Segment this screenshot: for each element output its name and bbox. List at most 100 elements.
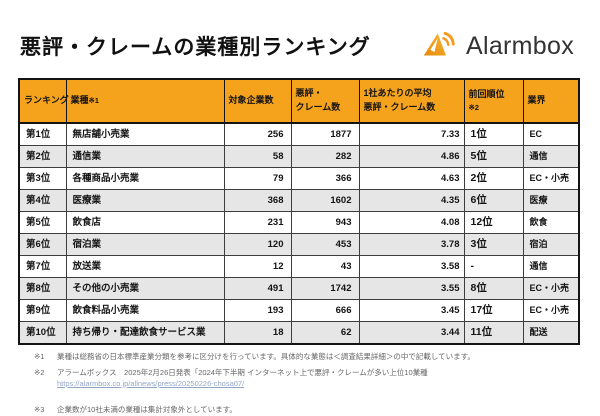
footnotes: ※1 業種は総務省の日本標準産業分類を参考に区分けを行っています。具体的な業態は…: [34, 352, 574, 415]
table-row: 第1位 無店舗小売業 256 1877 7.33 1位 EC: [18, 122, 580, 146]
header-row: ランキング 業種※1 対象企業数 悪評・ クレーム数 1社あたりの平均 悪評・クレー…: [18, 78, 580, 124]
cell-average: 3.55: [358, 277, 465, 300]
cell-rank: 第6位: [18, 233, 67, 256]
cell-average: 3.58: [358, 255, 465, 278]
alarmbox-signal-icon: [423, 30, 459, 63]
cell-prev-rank: -: [463, 255, 524, 278]
table-row: 第5位 飲食店 231 943 4.08 12位 飲食: [18, 211, 580, 234]
cell-complaints: 666: [290, 299, 360, 322]
cell-prev-rank: 3位: [463, 233, 524, 256]
cell-companies: 12: [223, 255, 292, 278]
cell-sector: 宿泊: [522, 233, 580, 256]
table-row: 第2位 通信業 58 282 4.86 5位 通信: [18, 145, 580, 168]
cell-prev-rank: 12位: [463, 211, 524, 234]
cell-complaints: 282: [290, 145, 360, 168]
cell-sector: 飲食: [522, 211, 580, 234]
cell-sector: 通信: [522, 255, 580, 278]
footnote-3-marker: ※3: [34, 404, 45, 414]
cell-prev-rank: 8位: [463, 277, 524, 300]
cell-rank: 第5位: [18, 211, 67, 234]
col-header-companies: 対象企業数: [223, 78, 292, 124]
cell-companies: 368: [223, 189, 292, 212]
cell-sector: EC・小売: [522, 277, 580, 300]
cell-companies: 491: [223, 277, 292, 300]
table-row: 第9位 飲食料品小売業 193 666 3.45 17位 EC・小売: [18, 299, 580, 322]
cell-industry: 持ち帰り・配達飲食サービス業: [65, 321, 225, 345]
table-row: 第8位 その他の小売業 491 1742 3.55 8位 EC・小売: [18, 277, 580, 300]
col-header-industry: 業種※1: [65, 78, 225, 124]
cell-average: 4.63: [358, 167, 465, 190]
cell-industry: 放送業: [65, 255, 225, 278]
topbar: 悪評・クレームの業種別ランキング Alarmbox: [0, 0, 600, 62]
footnote-2-link[interactable]: https://alarmbox.co.jp/allnews/press/202…: [57, 379, 245, 388]
table-row: 第3位 各種商品小売業 79 366 4.63 2位 EC・小売: [18, 167, 580, 190]
cell-companies: 120: [223, 233, 292, 256]
cell-rank: 第9位: [18, 299, 67, 322]
cell-industry: 医療業: [65, 189, 225, 212]
cell-average: 3.78: [358, 233, 465, 256]
cell-complaints: 62: [290, 321, 360, 345]
cell-complaints: 453: [290, 233, 360, 256]
table-row: 第4位 医療業 368 1602 4.35 6位 医療: [18, 189, 580, 212]
cell-rank: 第4位: [18, 189, 67, 212]
cell-companies: 18: [223, 321, 292, 345]
cell-complaints: 1602: [290, 189, 360, 212]
cell-industry: 飲食店: [65, 211, 225, 234]
cell-prev-rank: 1位: [463, 122, 524, 146]
page-title: 悪評・クレームの業種別ランキング: [20, 36, 371, 59]
cell-rank: 第2位: [18, 145, 67, 168]
col-header-prev-rank: 前回順位 ※2: [463, 78, 524, 124]
cell-industry: 無店舗小売業: [65, 122, 225, 146]
cell-sector: 通信: [522, 145, 580, 168]
cell-companies: 79: [223, 167, 292, 190]
col-header-average: 1社あたりの平均 悪評・クレーム数: [358, 78, 465, 124]
cell-rank: 第8位: [18, 277, 67, 300]
cell-industry: 飲食料品小売業: [65, 299, 225, 322]
cell-prev-rank: 6位: [463, 189, 524, 212]
col-header-complaints: 悪評・ クレーム数: [290, 78, 360, 124]
cell-industry: 宿泊業: [65, 233, 225, 256]
cell-average: 4.35: [358, 189, 465, 212]
ranking-table: ランキング 業種※1 対象企業数 悪評・ クレーム数 1社あたりの平均 悪評・クレー…: [18, 78, 580, 345]
col-header-ranking: ランキング: [18, 78, 69, 124]
cell-rank: 第1位: [18, 122, 67, 146]
footnote-2-text: アラームボックス 2025年2月26日発表「2024年下半期 インターネット上で…: [57, 367, 428, 377]
cell-companies: 58: [223, 145, 292, 168]
cell-complaints: 1742: [290, 277, 360, 300]
cell-average: 7.33: [358, 122, 465, 146]
footnote-3-text: 企業数が10社未満の業種は集計対象外としています。: [57, 404, 237, 414]
footnote-3: ※3 企業数が10社未満の業種は集計対象外としています。: [34, 405, 574, 416]
footnote-1: ※1 業種は総務省の日本標準産業分類を参考に区分けを行っています。具体的な業態は…: [34, 352, 574, 363]
cell-sector: 配送: [522, 321, 580, 345]
cell-companies: 193: [223, 299, 292, 322]
cell-sector: EC・小売: [522, 167, 580, 190]
cell-average: 3.45: [358, 299, 465, 322]
table-row: 第7位 放送業 12 43 3.58 - 通信: [18, 255, 580, 278]
cell-complaints: 366: [290, 167, 360, 190]
cell-prev-rank: 2位: [463, 167, 524, 190]
cell-companies: 256: [223, 122, 292, 146]
cell-industry: 各種商品小売業: [65, 167, 225, 190]
cell-prev-rank: 5位: [463, 145, 524, 168]
footnote-2: ※2 アラームボックス 2025年2月26日発表「2024年下半期 インターネッ…: [34, 368, 574, 390]
cell-sector: EC・小売: [522, 299, 580, 322]
brand-logo: Alarmbox: [423, 30, 574, 63]
brand-name: Alarmbox: [466, 31, 574, 60]
cell-rank: 第7位: [18, 255, 67, 278]
cell-industry: 通信業: [65, 145, 225, 168]
cell-prev-rank: 11位: [463, 321, 524, 345]
cell-sector: EC: [522, 122, 580, 146]
table-row: 第10位 持ち帰り・配達飲食サービス業 18 62 3.44 11位 配送: [18, 321, 580, 345]
cell-prev-rank: 17位: [463, 299, 524, 322]
cell-companies: 231: [223, 211, 292, 234]
cell-average: 4.86: [358, 145, 465, 168]
footnote-2-marker: ※2: [34, 367, 45, 377]
cell-industry: その他の小売業: [65, 277, 225, 300]
footnote-1-text: 業種は総務省の日本標準産業分類を参考に区分けを行っています。具体的な業態は＜調査…: [57, 352, 475, 361]
cell-average: 3.44: [358, 321, 465, 345]
cell-rank: 第3位: [18, 167, 67, 190]
cell-average: 4.08: [358, 211, 465, 234]
col-header-sector: 業界: [522, 78, 580, 124]
cell-complaints: 1877: [290, 122, 360, 146]
